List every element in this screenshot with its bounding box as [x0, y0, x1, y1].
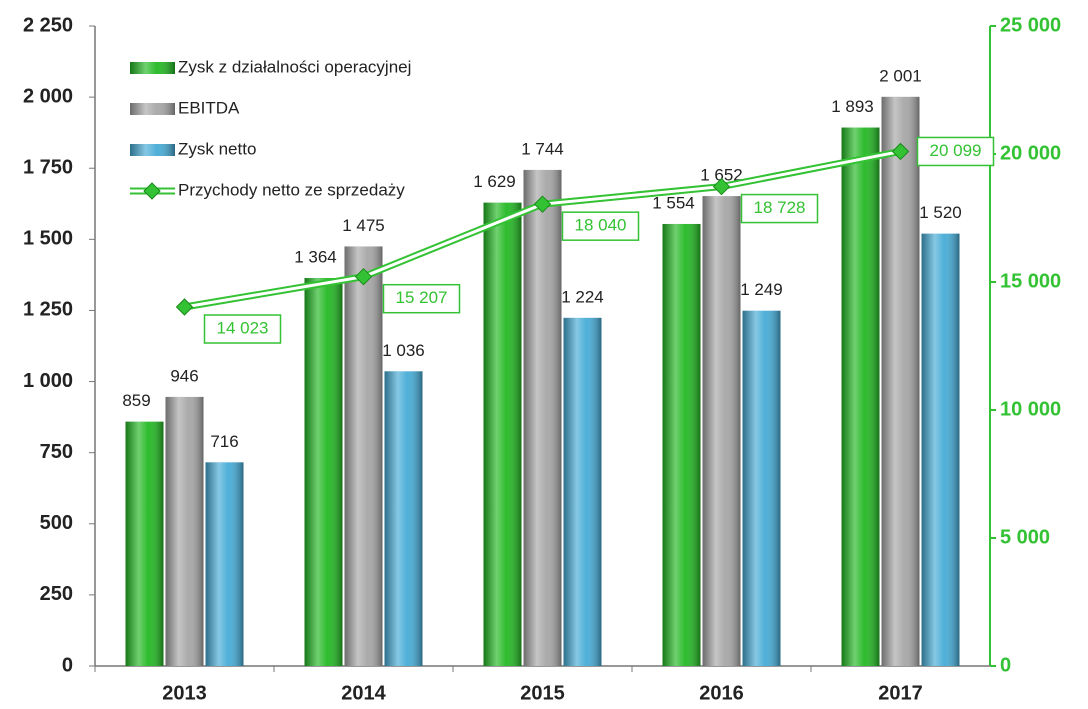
legend-swatch: [130, 62, 175, 74]
data-label: 859: [122, 391, 150, 410]
line-marker: [175, 298, 194, 316]
x-tick-label: 2014: [341, 682, 386, 704]
data-label: 1 249: [740, 280, 783, 299]
y-tick-label: 2 250: [23, 14, 73, 36]
y2-tick-label: 0: [1000, 654, 1011, 676]
data-label: 716: [210, 432, 238, 451]
x-tick-label: 2015: [520, 682, 565, 704]
y2-tick-label: 5 000: [1000, 526, 1050, 548]
y-tick-label: 1 750: [23, 157, 73, 179]
bar-shade: [662, 223, 701, 666]
y-tick-label: 0: [62, 654, 73, 676]
y-tick-label: 500: [40, 512, 73, 534]
y-tick-label: 1 250: [23, 299, 73, 321]
x-tick-label: 2016: [699, 682, 744, 704]
legend-label: Zysk z działalności operacyjnej: [178, 57, 411, 76]
data-label: 1 224: [561, 287, 604, 306]
x-tick-label: 2017: [878, 682, 923, 704]
data-label: 15 207: [396, 288, 448, 307]
y-tick-label: 750: [40, 441, 73, 463]
line-marker: [354, 267, 373, 286]
legend-label: Przychody netto ze sprzedaży: [178, 180, 405, 199]
legend-label: EBITDA: [178, 98, 240, 117]
legend-swatch: [143, 182, 161, 200]
line-marker: [533, 195, 552, 213]
data-label: 1 893: [831, 97, 874, 116]
y2-tick-label: 20 000: [1000, 142, 1061, 164]
bar-shade: [702, 196, 741, 666]
data-label-box: [382, 283, 461, 314]
y-tick-label: 1 000: [23, 370, 73, 392]
data-label: 1 036: [382, 341, 425, 360]
bar-shade: [125, 421, 164, 666]
bar-shade: [384, 371, 423, 666]
bar-shade: [881, 96, 920, 667]
line-marker: [712, 177, 731, 196]
y-tick-label: 250: [40, 583, 73, 605]
data-label: 1 475: [342, 216, 385, 235]
data-label-box: [561, 211, 640, 241]
bar-shade: [304, 278, 343, 666]
data-label: 1 520: [919, 203, 962, 222]
data-label: 18 040: [575, 216, 627, 235]
data-label: 1 652: [700, 166, 743, 185]
bar-shade: [921, 233, 960, 666]
line-marker: [891, 142, 910, 161]
legend-swatch: [130, 103, 175, 115]
bar-shade: [841, 127, 880, 666]
bar-shade: [483, 202, 522, 666]
data-label: 1 364: [294, 248, 337, 267]
bar-shade: [344, 246, 383, 666]
legend-swatch: [130, 144, 175, 156]
y-tick-label: 2 000: [23, 85, 73, 107]
bar-shade: [742, 310, 781, 666]
data-label-box: [740, 193, 819, 224]
y2-tick-label: 10 000: [1000, 398, 1061, 420]
data-label: 946: [170, 366, 198, 385]
data-label: 2 001: [879, 66, 922, 85]
data-label: 20 099: [930, 141, 982, 160]
bar-shade: [165, 396, 204, 666]
data-label: 1 554: [652, 193, 695, 212]
data-label-box: [916, 136, 995, 167]
bar-shade: [563, 317, 602, 666]
y2-tick-label: 15 000: [1000, 270, 1061, 292]
y2-tick-label: 25 000: [1000, 14, 1061, 36]
data-label: 14 023: [217, 318, 269, 337]
data-label: 1 629: [473, 172, 516, 191]
data-label: 1 744: [521, 139, 564, 158]
data-label-box: [203, 314, 282, 344]
y-tick-label: 1 500: [23, 228, 73, 250]
data-label: 18 728: [754, 198, 806, 217]
bar-shade: [523, 169, 562, 666]
x-tick-label: 2013: [162, 682, 207, 704]
bar-shade: [205, 462, 244, 666]
legend-label: Zysk netto: [178, 139, 256, 158]
